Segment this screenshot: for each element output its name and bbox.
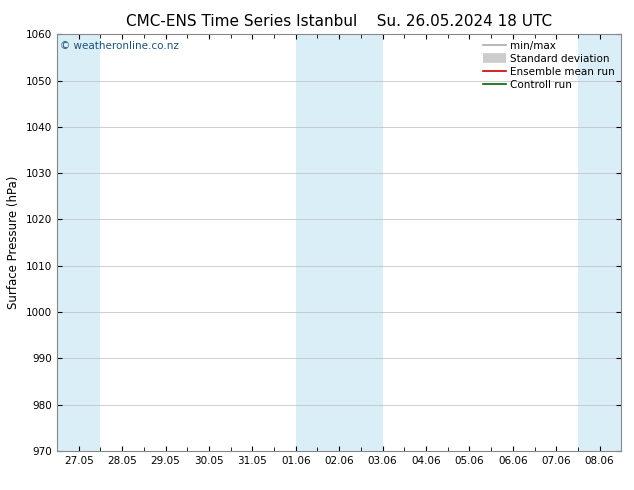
Bar <box>57 34 100 451</box>
Y-axis label: Surface Pressure (hPa): Surface Pressure (hPa) <box>8 176 20 309</box>
Title: CMC-ENS Time Series Istanbul    Su. 26.05.2024 18 UTC: CMC-ENS Time Series Istanbul Su. 26.05.2… <box>126 14 552 29</box>
Bar <box>578 34 621 451</box>
Text: © weatheronline.co.nz: © weatheronline.co.nz <box>60 41 179 50</box>
Bar <box>296 34 382 451</box>
Legend: min/max, Standard deviation, Ensemble mean run, Controll run: min/max, Standard deviation, Ensemble me… <box>479 36 619 94</box>
